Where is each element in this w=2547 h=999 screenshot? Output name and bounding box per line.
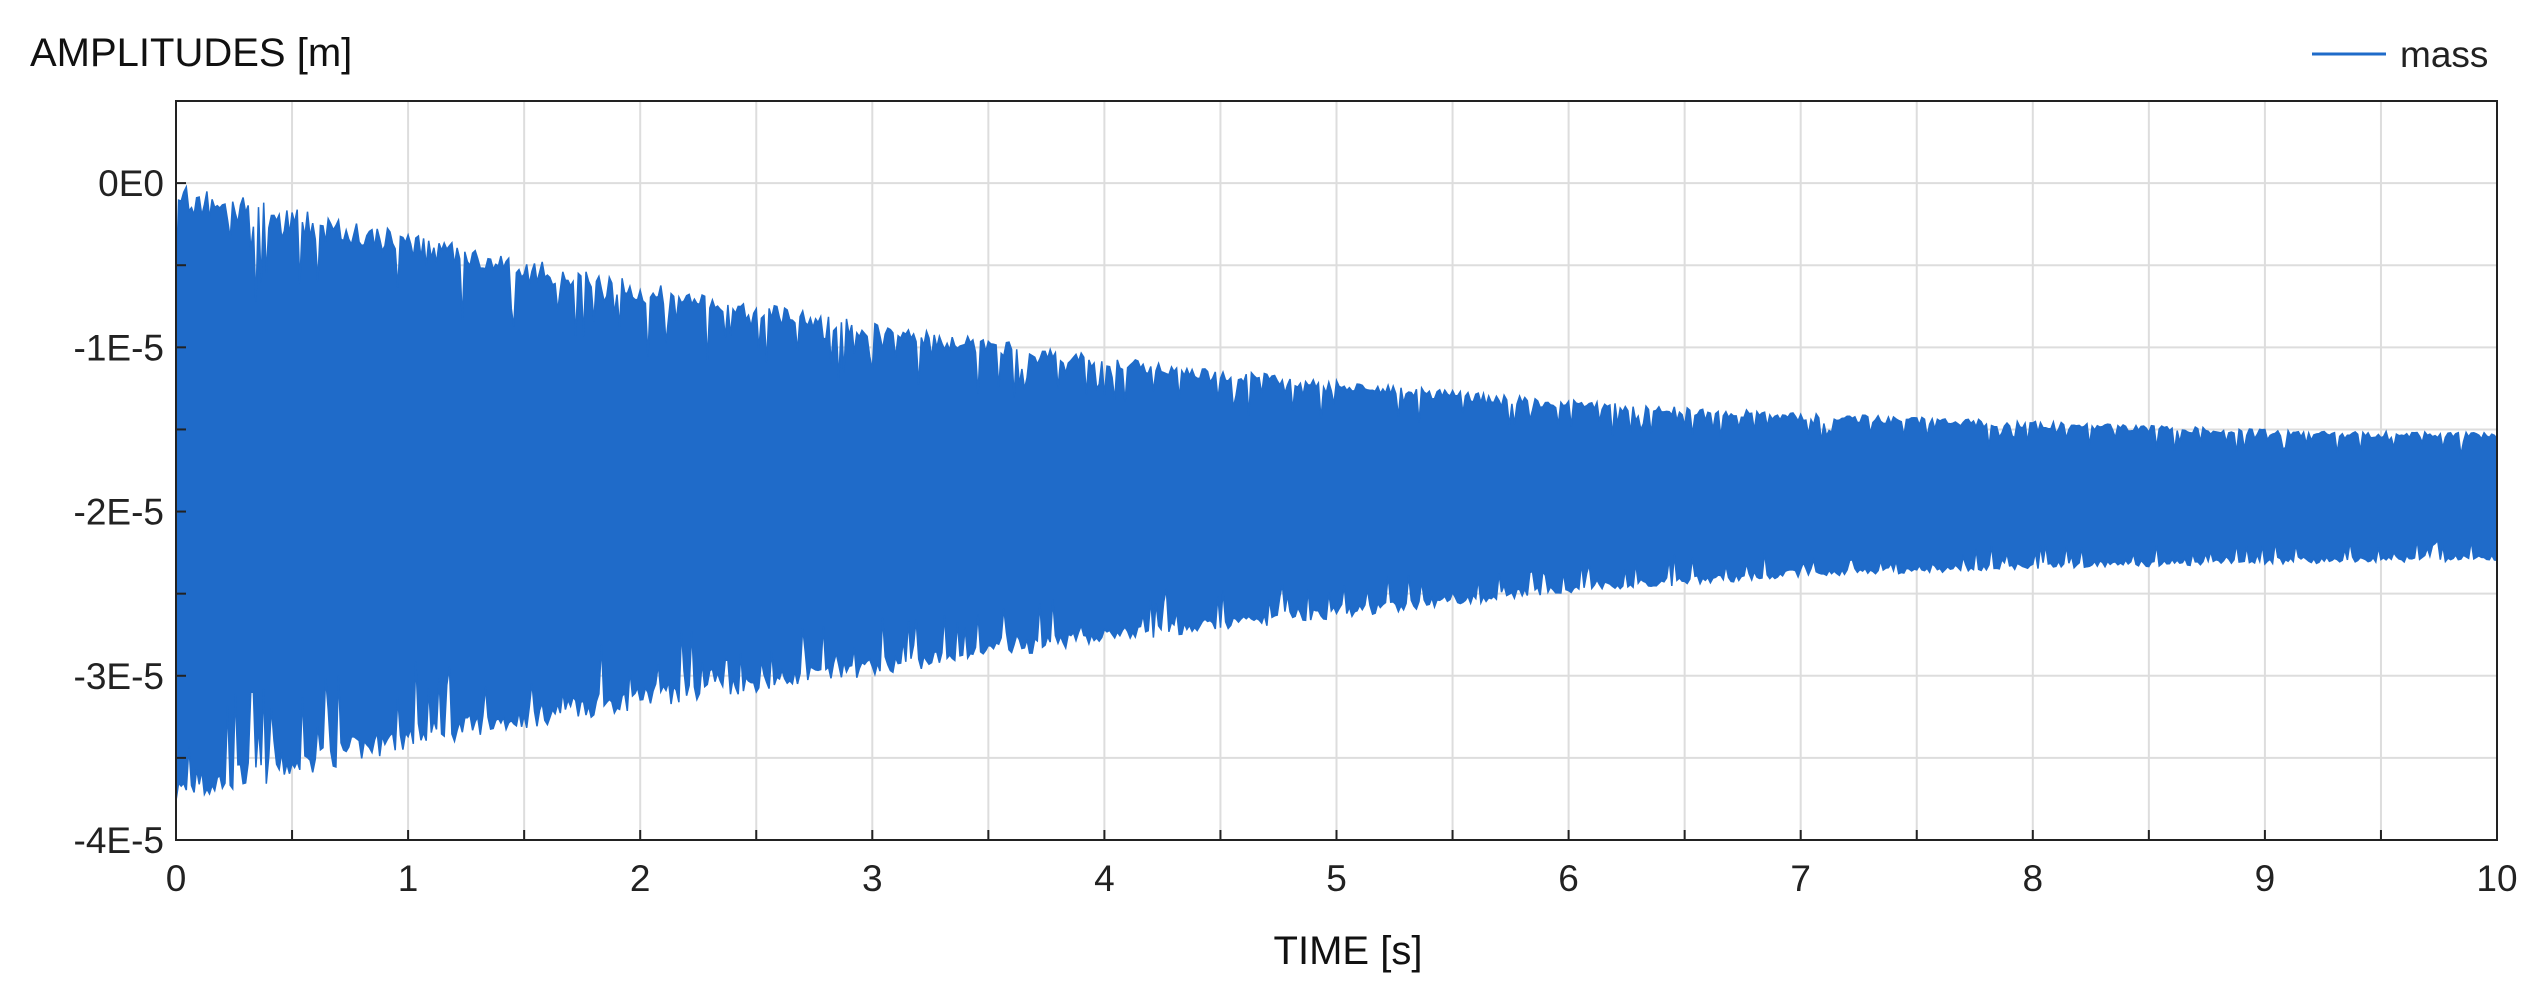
y-axis-title: AMPLITUDES [m] [30, 31, 352, 75]
x-tick-label: 2 [630, 858, 651, 899]
y-axis: 0E0 -1E-5 -2E-5 -3E-5 -4E-5 [74, 100, 186, 861]
y-tick-label: 0E0 [98, 163, 164, 204]
x-tick-label: 7 [1790, 858, 1811, 899]
x-tick-label: 1 [398, 858, 419, 899]
y-tick-label: -4E-5 [74, 820, 164, 861]
x-tick-label: 10 [2476, 858, 2517, 899]
y-tick-label: -3E-5 [74, 656, 164, 697]
x-tick-label: 8 [2023, 858, 2044, 899]
x-tick-label: 6 [1558, 858, 1579, 899]
x-axis: 0 1 2 3 4 5 6 7 8 9 10 [166, 830, 2518, 899]
y-tick-label: -1E-5 [74, 327, 164, 368]
x-tick-label: 3 [862, 858, 883, 899]
legend-label-mass: mass [2400, 34, 2488, 75]
x-tick-label: 4 [1094, 858, 1115, 899]
x-tick-label: 9 [2255, 858, 2276, 899]
x-tick-label: 0 [166, 858, 187, 899]
x-tick-label: 5 [1326, 858, 1347, 899]
x-axis-title: TIME [s] [1274, 929, 1423, 973]
y-tick-label: -2E-5 [74, 492, 164, 533]
legend: mass [2312, 34, 2488, 75]
